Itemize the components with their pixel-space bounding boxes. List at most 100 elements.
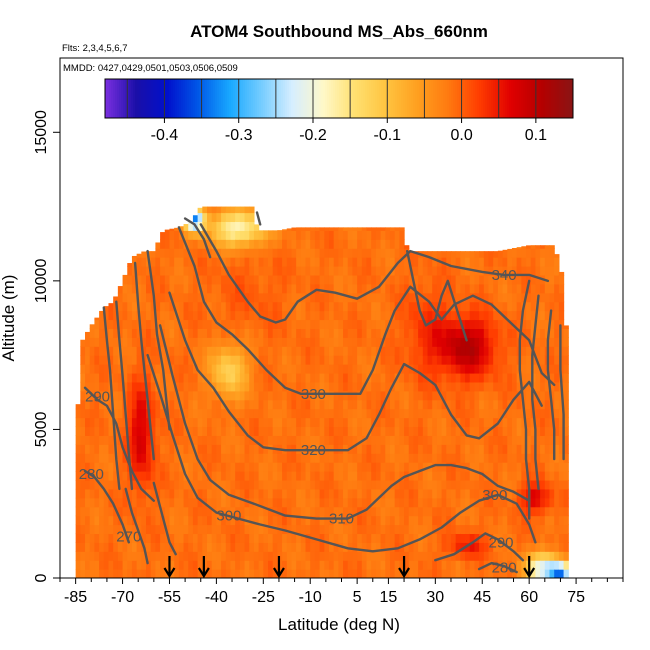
heatmap-cell bbox=[521, 524, 527, 535]
heatmap-cell bbox=[361, 372, 368, 383]
colorbar-segment bbox=[227, 79, 230, 118]
heatmap-cell bbox=[122, 301, 128, 312]
heatmap-cell bbox=[188, 453, 194, 463]
heatmap-cell bbox=[465, 417, 471, 428]
heatmap-cell bbox=[530, 542, 537, 552]
heatmap-cell bbox=[207, 390, 213, 401]
heatmap-cell bbox=[375, 390, 382, 401]
heatmap-cell bbox=[169, 390, 175, 401]
heatmap-cell bbox=[324, 542, 330, 552]
heatmap-cell bbox=[347, 515, 354, 526]
heatmap-cell bbox=[371, 310, 377, 321]
heatmap-cell bbox=[230, 551, 236, 561]
colorbar-segment bbox=[487, 79, 490, 118]
heatmap-cell bbox=[216, 248, 222, 258]
heatmap-cell bbox=[169, 471, 175, 481]
heatmap-cell bbox=[338, 560, 344, 570]
heatmap-cell bbox=[488, 292, 494, 303]
heatmap-cell bbox=[432, 560, 438, 570]
heatmap-cell bbox=[286, 497, 293, 508]
heatmap-cell bbox=[263, 390, 269, 401]
heatmap-cell bbox=[380, 533, 386, 543]
heatmap-cell bbox=[371, 444, 377, 454]
heatmap-cell bbox=[479, 310, 485, 321]
heatmap-cell bbox=[408, 506, 415, 517]
heatmap-cell bbox=[239, 533, 246, 543]
heatmap-cell bbox=[422, 560, 429, 570]
heatmap-cell bbox=[413, 453, 419, 463]
heatmap-cell bbox=[366, 319, 372, 329]
heatmap-cell bbox=[436, 372, 443, 383]
colorbar-segment bbox=[509, 79, 512, 118]
heatmap-cell bbox=[328, 497, 335, 508]
heatmap-cell bbox=[85, 337, 91, 347]
heatmap-cell bbox=[418, 471, 424, 481]
heatmap-cell bbox=[188, 266, 194, 276]
heatmap-cell bbox=[507, 479, 513, 490]
heatmap-cell bbox=[150, 372, 156, 383]
heatmap-cell bbox=[211, 221, 217, 231]
heatmap-cell bbox=[455, 444, 461, 454]
heatmap-cell bbox=[216, 310, 222, 321]
heatmap-cell bbox=[249, 417, 255, 428]
heatmap-cell bbox=[544, 301, 551, 312]
heatmap-cell bbox=[511, 533, 518, 543]
heatmap-cell bbox=[465, 355, 471, 365]
heatmap-cell bbox=[230, 328, 236, 338]
heatmap-cell bbox=[253, 328, 260, 338]
heatmap-cell bbox=[244, 364, 250, 374]
heatmap-cell bbox=[211, 560, 217, 570]
heatmap-cell bbox=[511, 319, 518, 329]
heatmap-cell bbox=[277, 230, 283, 231]
heatmap-cell bbox=[263, 283, 269, 294]
heatmap-cell bbox=[183, 479, 189, 490]
heatmap-cell bbox=[211, 426, 217, 436]
heatmap-cell bbox=[413, 257, 419, 267]
heatmap-cell bbox=[146, 266, 152, 276]
heatmap-cell bbox=[221, 310, 227, 321]
heatmap-cell bbox=[549, 310, 555, 321]
heatmap-cell bbox=[122, 328, 128, 338]
heatmap-cell bbox=[249, 292, 255, 303]
colorbar-segment bbox=[295, 79, 298, 118]
heatmap-cell bbox=[554, 462, 560, 472]
heatmap-cell bbox=[558, 497, 565, 508]
heatmap-cell bbox=[183, 560, 189, 570]
heatmap-cell bbox=[554, 524, 560, 535]
heatmap-cell bbox=[94, 328, 100, 338]
heatmap-cell bbox=[371, 257, 377, 267]
heatmap-cell bbox=[502, 372, 508, 383]
heatmap-cell bbox=[343, 346, 349, 356]
heatmap-cell bbox=[211, 206, 217, 214]
x-tick-label: 5 bbox=[353, 589, 362, 606]
heatmap-cell bbox=[558, 506, 565, 517]
heatmap-cell bbox=[352, 426, 358, 436]
heatmap-cell bbox=[394, 479, 400, 490]
heatmap-cell bbox=[80, 488, 86, 499]
heatmap-cell bbox=[282, 399, 288, 410]
heatmap-cell bbox=[80, 569, 86, 578]
heatmap-cell bbox=[446, 257, 452, 267]
heatmap-cell bbox=[127, 310, 133, 321]
heatmap-cell bbox=[380, 435, 386, 445]
contour-line bbox=[406, 249, 468, 342]
heatmap-cell bbox=[113, 381, 119, 392]
heatmap-cell bbox=[155, 471, 161, 481]
heatmap-cell bbox=[432, 479, 438, 490]
heatmap-cell bbox=[549, 337, 555, 347]
heatmap-cell bbox=[225, 524, 232, 535]
heatmap-cell bbox=[460, 560, 466, 570]
heatmap-cell bbox=[418, 390, 424, 401]
contour-line bbox=[115, 300, 134, 491]
heatmap-cell bbox=[235, 364, 241, 374]
heatmap-cell bbox=[465, 462, 471, 472]
heatmap-cell bbox=[314, 515, 321, 526]
heatmap-cell bbox=[268, 355, 274, 365]
heatmap-cell bbox=[427, 372, 433, 383]
heatmap-cell bbox=[338, 346, 344, 356]
heatmap-cell bbox=[375, 328, 382, 338]
heatmap-cell bbox=[469, 515, 476, 526]
heatmap-cell bbox=[375, 515, 382, 526]
heatmap-cell bbox=[207, 569, 213, 578]
heatmap-cell bbox=[488, 346, 494, 356]
